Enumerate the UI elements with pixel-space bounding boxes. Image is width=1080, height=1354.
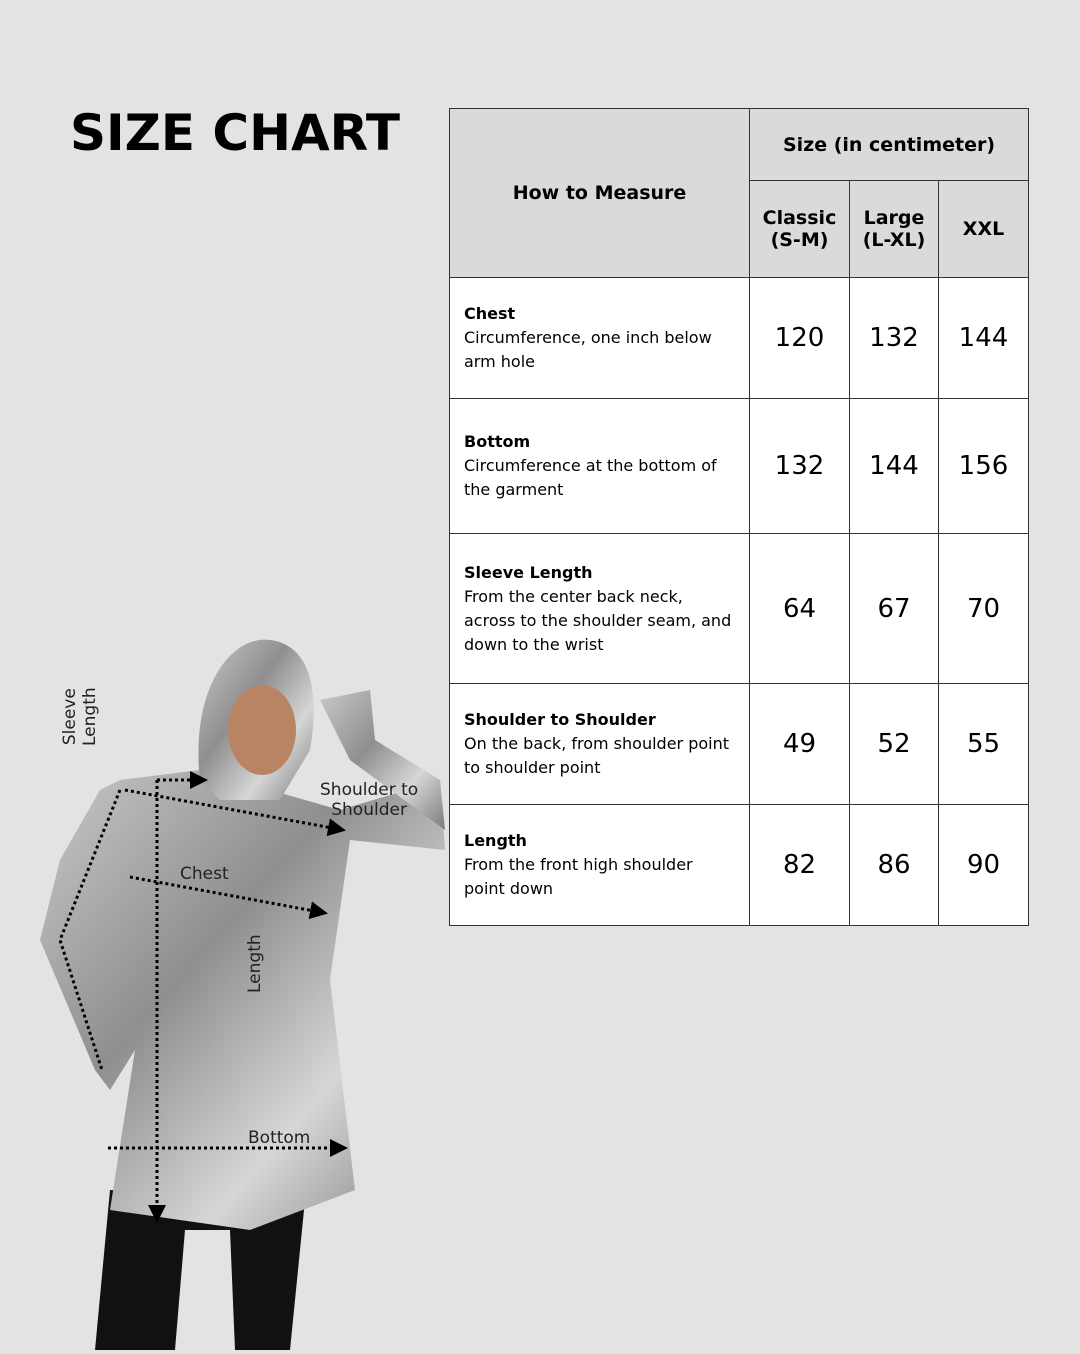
table-row: Chest Circumference, one inch below arm h…: [449, 277, 1029, 399]
value-cell: 90: [938, 804, 1029, 926]
row-desc: From the front high shoulder point down: [464, 855, 693, 898]
how-to-measure-header: How to Measure: [449, 108, 750, 278]
row-name: Sleeve Length: [464, 562, 593, 582]
size-range: (L-XL): [862, 229, 926, 251]
row-desc: From the center back neck, across to the…: [464, 586, 732, 654]
table-row: Sleeve Length From the center back neck, …: [449, 533, 1029, 684]
value-cell: 120: [749, 277, 850, 399]
value-cell: 70: [938, 533, 1029, 684]
chest-label: Chest: [180, 864, 229, 884]
model-figure: Sleeve Length Shoulder to Shoulder Chest L…: [0, 630, 450, 1350]
value-cell: 55: [938, 683, 1029, 805]
row-desc: On the back, from shoulder point to shou…: [464, 734, 729, 777]
length-label: Length: [245, 934, 265, 993]
size-name: XXL: [962, 218, 1005, 240]
size-header-xxl: XXL: [938, 180, 1029, 278]
raised-arm: [320, 690, 445, 830]
value-cell: 144: [938, 277, 1029, 399]
value-cell: 156: [938, 398, 1029, 534]
table-row: Length From the front high shoulder point…: [449, 804, 1029, 926]
size-name: Classic: [762, 207, 837, 229]
table-row: Bottom Circumference at the bottom of the…: [449, 398, 1029, 534]
shoulder-label: Shoulder to Shoulder: [320, 780, 419, 820]
row-desc: Circumference at the bottom of the garme…: [464, 456, 717, 499]
value-cell: 82: [749, 804, 850, 926]
legs: [95, 1190, 305, 1350]
page-title: SIZE CHART: [70, 104, 401, 162]
value-cell: 52: [849, 683, 939, 805]
shoulder-line: [124, 788, 346, 837]
sleeve-length-label: Sleeve Length: [60, 687, 100, 746]
value-cell: 49: [749, 683, 850, 805]
bottom-label: Bottom: [248, 1128, 311, 1148]
value-cell: 67: [849, 533, 939, 684]
face: [228, 685, 296, 775]
jacket-body: [40, 770, 445, 1230]
row-desc: Circumference, one inch below arm hole: [464, 328, 712, 371]
value-cell: 86: [849, 804, 939, 926]
value-cell: 132: [849, 277, 939, 399]
row-name: Bottom: [464, 432, 531, 451]
size-name: Large: [863, 207, 925, 229]
row-name: Chest: [464, 304, 516, 323]
value-cell: 64: [749, 533, 850, 684]
size-header-large: Large (L-XL): [849, 180, 939, 278]
table-row: Shoulder to Shoulder On the back, from sh…: [449, 683, 1029, 805]
size-header-classic: Classic (S-M): [749, 180, 850, 278]
row-name: Shoulder to Shoulder: [464, 710, 656, 729]
jacket-illustration: [40, 639, 445, 1350]
size-table: How to Measure Size (in centimeter) Clas…: [449, 108, 1029, 926]
value-cell: 132: [749, 398, 850, 534]
size-range: (S-M): [770, 229, 829, 251]
row-name: Length: [464, 831, 527, 850]
value-cell: 144: [849, 398, 939, 534]
sleeve-line: [58, 789, 122, 1071]
size-unit-header: Size (in centimeter): [749, 108, 1029, 181]
